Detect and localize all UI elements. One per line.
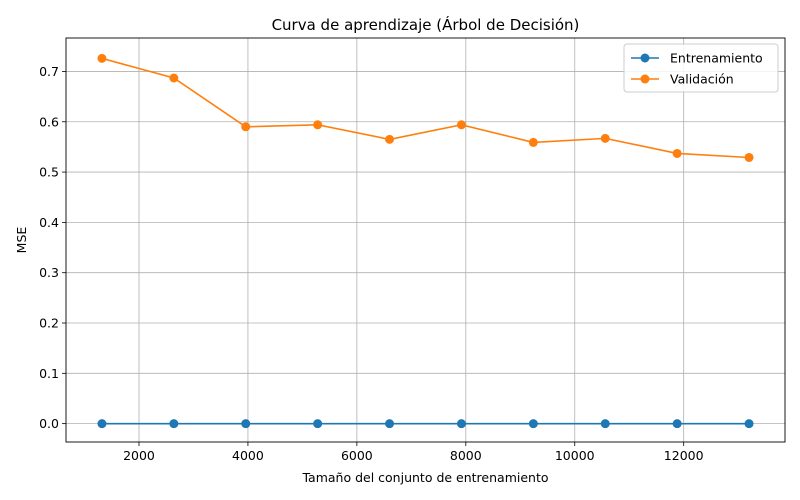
data-point-entrenamiento (241, 419, 251, 429)
chart-title: Curva de aprendizaje (Árbol de Decisión) (272, 15, 580, 34)
data-point-entrenamiento (456, 419, 466, 429)
legend-label-entrenamiento: Entrenamiento (670, 51, 763, 66)
data-point-entrenamiento (744, 419, 754, 429)
data-point-validacion (672, 148, 682, 158)
legend-marker-validacion (640, 74, 650, 84)
data-point-entrenamiento (169, 419, 179, 429)
y-tick-label: 0.5 (39, 165, 59, 180)
series-layer (97, 53, 754, 429)
series-line-validacion (101, 57, 750, 159)
x-tick-label: 4000 (232, 448, 264, 463)
data-point-entrenamiento (528, 419, 538, 429)
x-tick-label: 10000 (555, 448, 595, 463)
data-point-entrenamiento (672, 419, 682, 429)
legend: Entrenamiento Validación (623, 43, 779, 93)
grid-lines (66, 38, 785, 442)
x-axis-ticks: 2000 4000 6000 8000 10000 12000 (123, 442, 704, 463)
data-point-entrenamiento (97, 419, 107, 429)
data-point-validacion (313, 120, 323, 130)
data-point-validacion (456, 120, 466, 130)
data-point-validacion (97, 53, 107, 63)
y-axis-label: MSE (14, 227, 29, 254)
data-point-validacion (744, 152, 754, 162)
data-point-validacion (385, 134, 395, 144)
x-axis-label: Tamaño del conjunto de entrenamiento (301, 470, 548, 485)
legend-marker-entrenamiento (640, 53, 650, 63)
y-tick-label: 0.1 (39, 366, 59, 381)
legend-items: Entrenamiento Validación (631, 51, 763, 87)
x-tick-label: 2000 (123, 448, 155, 463)
y-axis-ticks: 0.0 0.1 0.2 0.3 0.4 0.5 0.6 0.7 (39, 64, 66, 431)
data-point-entrenamiento (385, 419, 395, 429)
data-point-validacion (528, 137, 538, 147)
data-point-entrenamiento (313, 419, 323, 429)
y-tick-label: 0.4 (39, 215, 59, 230)
data-point-validacion (600, 133, 610, 143)
data-point-validacion (241, 122, 251, 132)
y-tick-label: 0.0 (39, 416, 59, 431)
y-tick-label: 0.6 (39, 114, 59, 129)
legend-box (623, 43, 779, 93)
x-tick-label: 12000 (664, 448, 704, 463)
plot-frame (65, 37, 786, 443)
y-tick-label: 0.7 (39, 64, 59, 79)
x-tick-label: 8000 (450, 448, 482, 463)
data-point-entrenamiento (600, 419, 610, 429)
x-tick-label: 6000 (341, 448, 373, 463)
plot-area (66, 38, 785, 442)
y-tick-label: 0.3 (39, 265, 59, 280)
data-point-validacion (169, 73, 179, 83)
legend-label-validacion: Validación (670, 72, 734, 87)
y-tick-label: 0.2 (39, 316, 59, 331)
